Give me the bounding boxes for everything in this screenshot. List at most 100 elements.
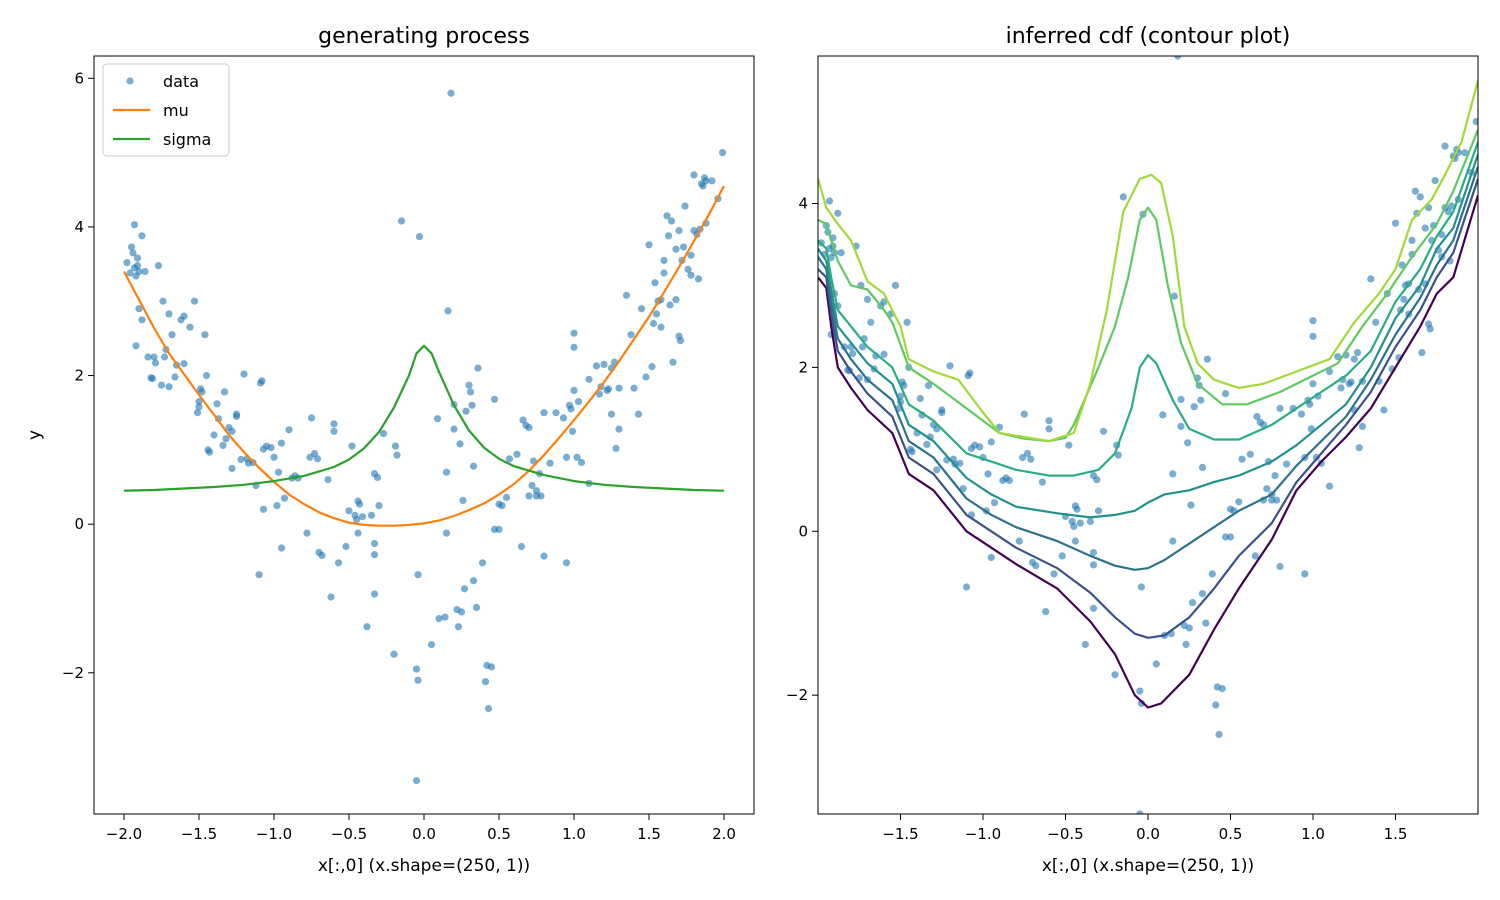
data-point [1137,583,1145,591]
data-point [1309,380,1317,388]
data-point [525,492,533,500]
data-point [232,412,241,420]
data-point [1398,261,1406,269]
data-point [1174,56,1182,60]
data-point [525,424,533,432]
data-point [363,623,371,631]
data-point [825,197,834,205]
data-point [600,360,608,368]
x-tick-label: −0.5 [1047,825,1083,843]
data-point [1136,687,1144,695]
data-point [1198,463,1207,471]
data-point [1190,403,1198,411]
data-point [427,641,436,649]
data-point [699,182,707,190]
data-point [1347,378,1355,386]
data-point [1050,570,1058,578]
data-point [687,251,695,259]
y-tick-label: 6 [74,69,84,87]
data-point [837,249,845,257]
data-point [1391,219,1400,227]
data-point [1309,332,1317,340]
panel-generating-process: generating process −2.0 −1.5 −1.0 −0.5 0.0 0.… [25,24,755,876]
data-point [414,676,422,684]
data-point [318,551,326,560]
data-point [255,571,263,579]
data-point [237,455,245,464]
x-tick-label: −1.5 [181,825,217,843]
legend-marker-data [126,77,134,85]
data-point [517,542,526,551]
x-tick-label: −1.0 [965,825,1001,843]
data-point [444,307,452,315]
data-point [240,370,248,378]
y-axis-label: y [25,430,45,440]
data-point [375,502,383,510]
data-point [132,342,140,350]
data-point [1197,396,1205,404]
data-point [1251,552,1259,560]
y-tick-label: −2 [786,686,808,704]
data-point [468,401,476,409]
data-point [1114,451,1122,459]
data-point [1015,537,1023,545]
data-point [1400,295,1408,303]
x-axis-ticks: −1.5 −1.0 −0.5 0.0 0.5 1.0 1.5 [882,814,1407,843]
data-point [1076,519,1084,527]
data-point [667,217,676,225]
data-point [984,470,992,478]
data-point [1246,450,1254,458]
data-point [976,443,984,451]
data-point [454,623,463,631]
data-point [484,704,493,713]
y-tick-label: 2 [74,367,84,385]
data-point [528,481,536,490]
data-point [129,249,137,257]
data-point [574,398,583,406]
x-tick-label: −1.5 [882,825,918,843]
data-point [1444,208,1452,216]
data-point [466,388,475,396]
x-tick-label: −0.5 [331,825,367,843]
data-point [546,459,554,467]
data-point [133,262,142,270]
x-tick-label: 1.0 [1301,825,1325,843]
data-point [273,502,281,510]
data-point [1221,390,1230,398]
data-point [708,177,716,185]
data-point [190,297,199,305]
data-point [630,384,638,392]
data-point [330,420,338,428]
data-point [150,353,158,361]
data-point [1273,496,1281,504]
data-point [180,360,188,368]
x-tick-label: 2.0 [712,825,736,843]
data-point [637,305,646,313]
data-point [923,440,931,448]
data-point [228,464,236,472]
data-point [1215,730,1223,739]
data-point [669,358,677,366]
data-point [568,427,577,435]
data-point [462,407,470,415]
data-point [138,232,146,240]
data-point [1353,349,1362,357]
data-point [1263,485,1271,493]
data-point [559,414,568,422]
x-tick-label: 1.5 [637,825,661,843]
data-point [604,385,613,393]
data-point [154,262,163,270]
data-point [642,373,650,381]
mu-line [123,185,725,527]
data-point [1358,422,1367,430]
data-point [355,500,364,508]
data-point [1448,202,1456,210]
y-axis-ticks: −2 0 2 4 6 [62,69,94,682]
data-point [585,375,593,383]
data-point [649,319,658,328]
data-point [391,442,400,450]
data-point [1019,453,1027,462]
data-point [1218,685,1226,693]
